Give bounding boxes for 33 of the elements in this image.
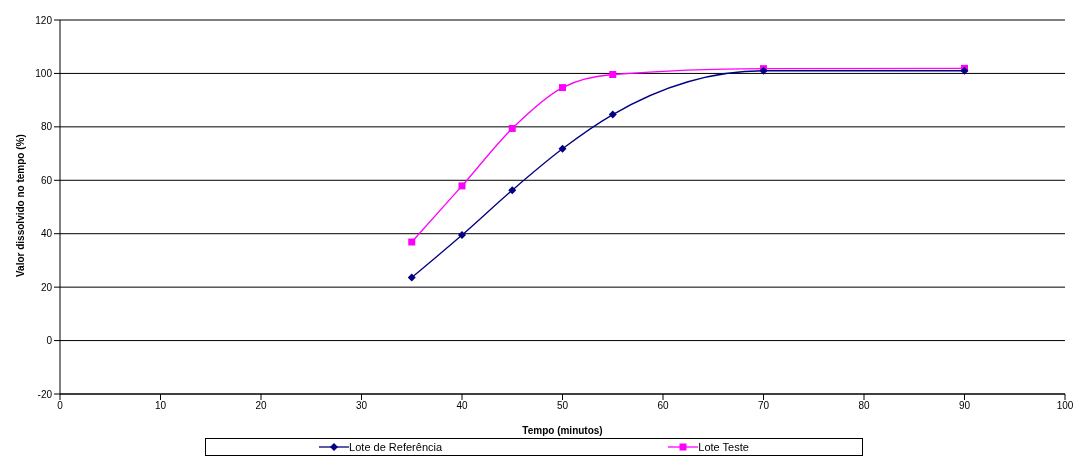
point bbox=[458, 182, 466, 190]
point bbox=[559, 84, 566, 92]
x-tick-label: 70 bbox=[757, 400, 770, 412]
x-tick-label: 60 bbox=[657, 400, 669, 412]
y-tick-label: 120 bbox=[35, 14, 53, 26]
point bbox=[608, 110, 617, 119]
x-tick-label: 90 bbox=[958, 400, 971, 412]
y-tick-label: -20 bbox=[37, 388, 53, 400]
point bbox=[408, 238, 416, 246]
point bbox=[458, 231, 466, 240]
y-axis-title: Valor dissolvido no tempo (%) bbox=[14, 134, 26, 277]
point bbox=[508, 186, 517, 195]
x-tick-label: 0 bbox=[57, 400, 64, 412]
y-tick-label: 80 bbox=[40, 121, 53, 133]
point bbox=[609, 71, 617, 78]
x-tick-label: 80 bbox=[858, 400, 870, 412]
y-tick-label: 0 bbox=[46, 335, 53, 347]
legend-label: Lote Teste bbox=[698, 441, 749, 453]
x-tick-label: 50 bbox=[556, 400, 569, 412]
x-tick-label: 20 bbox=[255, 400, 267, 412]
point bbox=[407, 273, 416, 282]
point bbox=[558, 144, 567, 153]
point bbox=[508, 124, 516, 132]
x-axis-title: Tempo (minutos) bbox=[522, 425, 603, 436]
y-tick-label: 60 bbox=[40, 174, 53, 186]
y-tick-label: 20 bbox=[40, 281, 53, 293]
x-tick-label: 40 bbox=[456, 400, 468, 412]
legend-label: Lote de Referência bbox=[349, 441, 443, 453]
x-tick-label: 10 bbox=[154, 400, 167, 412]
y-tick-label: 40 bbox=[40, 228, 53, 240]
x-tick-label: 30 bbox=[355, 400, 368, 412]
y-tick-label: 100 bbox=[35, 67, 53, 79]
x-tick-label: 100 bbox=[1056, 400, 1074, 412]
